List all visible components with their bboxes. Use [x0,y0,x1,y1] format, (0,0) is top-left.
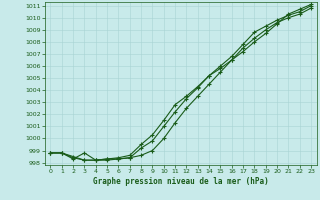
X-axis label: Graphe pression niveau de la mer (hPa): Graphe pression niveau de la mer (hPa) [93,177,269,186]
